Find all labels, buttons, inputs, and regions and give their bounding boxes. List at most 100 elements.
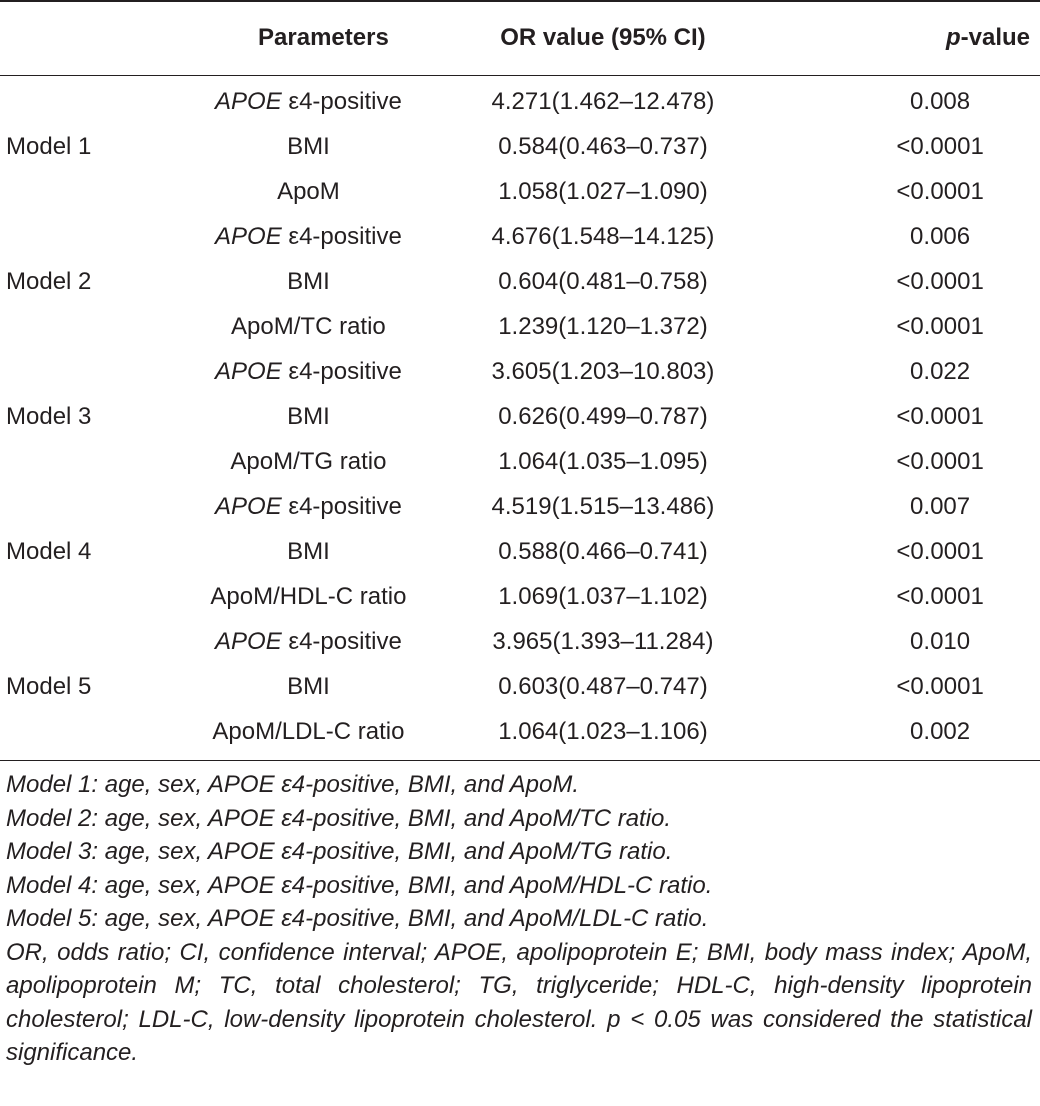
parameter-label: ε4-positive xyxy=(281,492,402,520)
cell-model xyxy=(0,75,161,124)
cell-or-value: 1.064(1.035–1.095) xyxy=(498,447,708,475)
cell-model xyxy=(0,439,161,484)
cell-or-value: 4.271(1.462–12.478) xyxy=(491,87,715,115)
cell-p-value: 0.006 xyxy=(910,222,971,250)
header-p-rest: -value xyxy=(960,23,1030,51)
cell-model: Model 2 xyxy=(6,267,92,295)
cell-parameter: APOE ε4-positive xyxy=(161,619,456,664)
cell-parameter: BMI xyxy=(161,259,456,304)
parameter-gene-italic: APOE xyxy=(215,627,282,655)
cell-or-value: 0.584(0.463–0.737) xyxy=(498,132,708,160)
cell-model xyxy=(0,214,161,259)
cell-parameter: APOE ε4-positive xyxy=(161,214,456,259)
cell-p-value: <0.0001 xyxy=(896,582,984,610)
table-row: Model 2 BMI 0.604(0.481–0.758) <0.0001 xyxy=(0,259,1040,304)
table-row: Model 5 BMI 0.603(0.487–0.747) <0.0001 xyxy=(0,664,1040,709)
parameter-gene-italic: APOE xyxy=(215,222,282,250)
cell-p-value: 0.022 xyxy=(910,357,971,385)
cell-parameter: ApoM/TG ratio xyxy=(161,439,456,484)
table-row: Model 3 BMI 0.626(0.499–0.787) <0.0001 xyxy=(0,394,1040,439)
cell-p-value: <0.0001 xyxy=(896,177,984,205)
cell-model xyxy=(0,709,161,754)
cell-or-value: 1.064(1.023–1.106) xyxy=(498,717,708,745)
cell-model: Model 1 xyxy=(6,132,92,160)
cell-parameter: APOE ε4-positive xyxy=(161,484,456,529)
cell-parameter: ApoM/LDL-C ratio xyxy=(161,709,456,754)
cell-parameter: ApoM/HDL-C ratio xyxy=(161,574,456,619)
cell-or-value: 1.069(1.037–1.102) xyxy=(498,582,708,610)
cell-p-value: 0.008 xyxy=(910,87,971,115)
cell-or-value: 1.239(1.120–1.372) xyxy=(498,312,708,340)
parameter-label: ε4-positive xyxy=(281,87,402,115)
note-model-1: Model 1: age, sex, APOE ε4-positive, BMI… xyxy=(6,771,580,798)
table-row: APOE ε4-positive 4.519(1.515–13.486) 0.007 xyxy=(0,484,1040,529)
cell-or-value: 1.058(1.027–1.090) xyxy=(498,177,708,205)
cell-model xyxy=(0,484,161,529)
abbreviations-note: OR, odds ratio; CI, confidence interval;… xyxy=(6,938,1032,1067)
cell-p-value: <0.0001 xyxy=(896,132,984,160)
cell-p-value: <0.0001 xyxy=(896,447,984,475)
parameter-gene-italic: APOE xyxy=(215,87,282,115)
table-row: ApoM 1.058(1.027–1.090) <0.0001 xyxy=(0,169,1040,214)
parameter-label: BMI xyxy=(287,132,330,160)
cell-model: Model 3 xyxy=(6,402,92,430)
cell-p-value: <0.0001 xyxy=(896,537,984,565)
header-model xyxy=(0,0,161,75)
cell-p-value: 0.002 xyxy=(910,717,971,745)
cell-or-value: 0.626(0.499–0.787) xyxy=(498,402,708,430)
cell-p-value: <0.0001 xyxy=(896,672,984,700)
table-row: APOE ε4-positive 3.965(1.393–11.284) 0.010 xyxy=(0,619,1040,664)
parameter-label: ApoM xyxy=(277,177,340,205)
table-row: APOE ε4-positive 4.676(1.548–14.125) 0.006 xyxy=(0,214,1040,259)
header-p-italic: p xyxy=(945,23,961,51)
cell-parameter: BMI xyxy=(161,664,456,709)
cell-or-value: 0.588(0.466–0.741) xyxy=(498,537,708,565)
parameter-label: BMI xyxy=(287,267,330,295)
cell-parameter: ApoM xyxy=(161,169,456,214)
cell-or-value: 0.603(0.487–0.747) xyxy=(498,672,708,700)
cell-p-value: 0.007 xyxy=(910,492,971,520)
header-parameters: Parameters xyxy=(258,23,389,51)
table-row: APOE ε4-positive 4.271(1.462–12.478) 0.008 xyxy=(0,75,1040,124)
cell-model xyxy=(0,169,161,214)
parameter-label: BMI xyxy=(287,672,330,700)
table-row: Model 4 BMI 0.588(0.466–0.741) <0.0001 xyxy=(0,529,1040,574)
cell-model xyxy=(0,304,161,349)
note-model-5: Model 5: age, sex, APOE ε4-positive, BMI… xyxy=(6,905,709,932)
parameter-label: ε4-positive xyxy=(281,222,402,250)
header-p-value: p-value xyxy=(750,0,1040,75)
cell-parameter: BMI xyxy=(161,529,456,574)
note-model-2: Model 2: age, sex, APOE ε4-positive, BMI… xyxy=(6,804,672,832)
top-rule xyxy=(0,0,1040,2)
table-row: Model 1 BMI 0.584(0.463–0.737) <0.0001 xyxy=(0,124,1040,169)
results-table: Parameters OR value (95% CI) p-value APO… xyxy=(0,0,1040,754)
table-row: ApoM/TC ratio 1.239(1.120–1.372) <0.0001 xyxy=(0,304,1040,349)
header-or-value: OR value (95% CI) xyxy=(500,23,706,51)
note-model-4: Model 4: age, sex, APOE ε4-positive, BMI… xyxy=(6,871,713,899)
cell-parameter: BMI xyxy=(161,394,456,439)
cell-or-value: 4.676(1.548–14.125) xyxy=(491,222,715,250)
table-row: ApoM/LDL-C ratio 1.064(1.023–1.106) 0.002 xyxy=(0,709,1040,754)
cell-parameter: APOE ε4-positive xyxy=(161,75,456,124)
parameter-label: ε4-positive xyxy=(281,357,402,385)
cell-model: Model 4 xyxy=(6,537,92,565)
parameter-label: ApoM/HDL-C ratio xyxy=(210,582,407,610)
cell-model: Model 5 xyxy=(6,672,92,700)
header-row: Parameters OR value (95% CI) p-value xyxy=(0,0,1040,75)
cell-or-value: 0.604(0.481–0.758) xyxy=(498,267,708,295)
bottom-rule xyxy=(0,760,1040,761)
cell-or-value: 4.519(1.515–13.486) xyxy=(491,492,715,520)
cell-model xyxy=(0,619,161,664)
cell-model xyxy=(0,349,161,394)
parameter-gene-italic: APOE xyxy=(215,492,282,520)
cell-p-value: 0.010 xyxy=(910,627,971,655)
parameter-label: ApoM/TC ratio xyxy=(231,312,386,340)
cell-parameter: ApoM/TC ratio xyxy=(161,304,456,349)
cell-or-value: 3.605(1.203–10.803) xyxy=(491,357,715,385)
table-body: APOE ε4-positive 4.271(1.462–12.478) 0.008… xyxy=(0,75,1040,754)
cell-p-value: <0.0001 xyxy=(896,312,984,340)
note-model-3: Model 3: age, sex, APOE ε4-positive, BMI… xyxy=(6,838,673,865)
parameter-label: BMI xyxy=(287,402,330,430)
table-footnotes: Model 1: age, sex, APOE ε4-positive, BMI… xyxy=(6,768,1032,1070)
parameter-label: BMI xyxy=(287,537,330,565)
